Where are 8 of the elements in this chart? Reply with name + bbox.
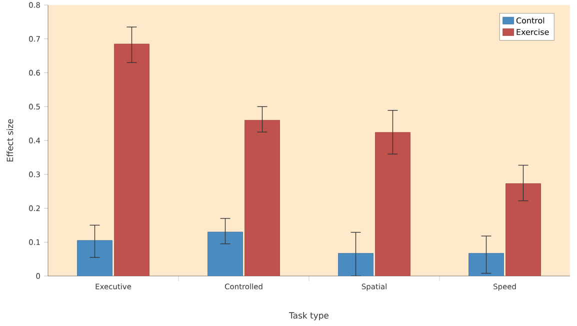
bar — [208, 232, 243, 276]
bar — [506, 183, 541, 276]
bar — [244, 120, 280, 276]
y-axis-title: Effect size — [6, 119, 14, 162]
bar — [114, 44, 150, 276]
bar — [375, 132, 410, 276]
bar — [77, 240, 112, 276]
x-axis-title: Task type — [289, 312, 328, 320]
